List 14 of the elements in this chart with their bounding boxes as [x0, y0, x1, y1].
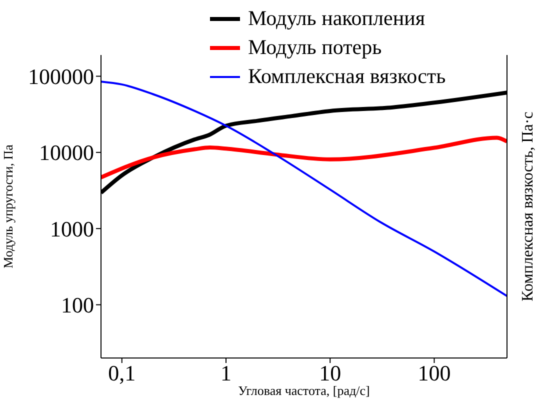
x-tick-label: 10 — [319, 360, 342, 386]
legend-label: Модуль потерь — [248, 34, 382, 61]
y-tick-label: 100 — [61, 292, 94, 318]
x-tick-label: 1 — [220, 360, 232, 386]
y-tick-label: 10000 — [39, 140, 94, 166]
x-tick-label: 0,1 — [108, 360, 136, 386]
y2-axis-title: Комплексная вязкость, Па·с — [520, 112, 537, 302]
x-axis-title: Угловая частота, [рад/с] — [238, 383, 370, 398]
y-axis-title: Модуль упругости, Па — [0, 144, 16, 268]
legend-label: Модуль накопления — [248, 5, 425, 32]
y-tick-label: 100000 — [28, 64, 94, 90]
legend-label: Комплексная вязкость — [248, 63, 446, 90]
x-tick-label: 100 — [418, 360, 451, 386]
y-tick-label: 1000 — [50, 216, 94, 242]
